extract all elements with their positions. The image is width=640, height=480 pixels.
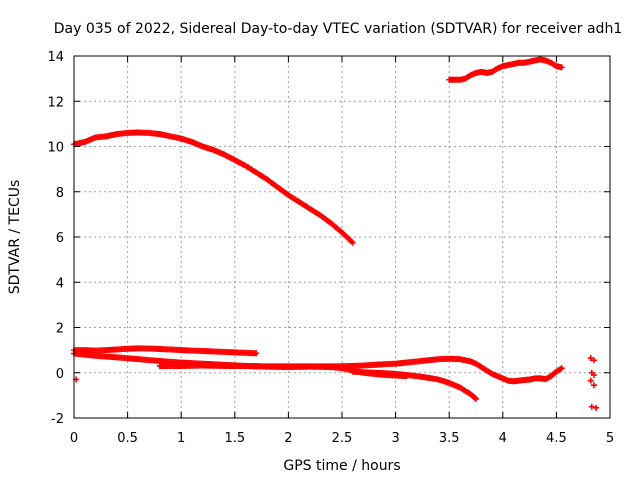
data-point (587, 355, 594, 362)
x-tick-label: 0 (70, 431, 78, 446)
data-point (590, 357, 597, 364)
data-points (71, 56, 600, 411)
data-point (253, 350, 260, 357)
series-band-a (71, 345, 260, 357)
data-point (349, 239, 356, 246)
y-tick-label: 0 (56, 367, 64, 382)
series-band-d (349, 368, 479, 402)
x-tick-label: 1.5 (224, 431, 245, 446)
series-arc-upper (71, 129, 356, 246)
y-tick-label: -2 (51, 412, 64, 427)
x-tick-label: 3.5 (439, 431, 460, 446)
x-tick-label: 1 (177, 431, 185, 446)
y-tick-label: 4 (56, 276, 64, 291)
data-point (593, 404, 600, 411)
data-point (590, 372, 597, 379)
x-tick-label: 3 (391, 431, 399, 446)
y-tick-label: 14 (47, 50, 64, 65)
x-tick-label: 2.5 (332, 431, 353, 446)
y-tick-label: 8 (56, 186, 64, 201)
data-point (471, 394, 478, 401)
data-point (348, 238, 355, 245)
series-arc-high-late (446, 56, 565, 83)
chart-title: Day 035 of 2022, Sidereal Day-to-day VTE… (54, 21, 622, 37)
grid-lines (74, 56, 610, 418)
data-point (588, 403, 595, 410)
y-tick-label: 10 (47, 141, 64, 156)
series-isolated (73, 355, 600, 411)
series-band-c (156, 355, 565, 385)
data-point (587, 377, 594, 384)
data-point (473, 395, 479, 402)
data-point (590, 382, 597, 389)
x-axis-title: GPS time / hours (283, 458, 400, 474)
x-tick-label: 5 (606, 431, 614, 446)
data-point (558, 365, 565, 372)
data-point (558, 64, 565, 71)
x-tick-label: 4.5 (546, 431, 567, 446)
x-tick-label: 0.5 (117, 431, 138, 446)
y-tick-label: 2 (56, 322, 64, 337)
y-tick-label: 12 (47, 95, 64, 110)
y-tick-label: 6 (56, 231, 64, 246)
x-tick-label: 4 (499, 431, 507, 446)
y-axis-title: SDTVAR / TECUs (7, 180, 23, 295)
x-tick-label: 2 (284, 431, 292, 446)
axis-ticks: 0 0.5 1 1.5 2 2.5 3 3.5 4 4.5 5 -2 0 2 4 6 8 10 12 14 (47, 50, 614, 446)
